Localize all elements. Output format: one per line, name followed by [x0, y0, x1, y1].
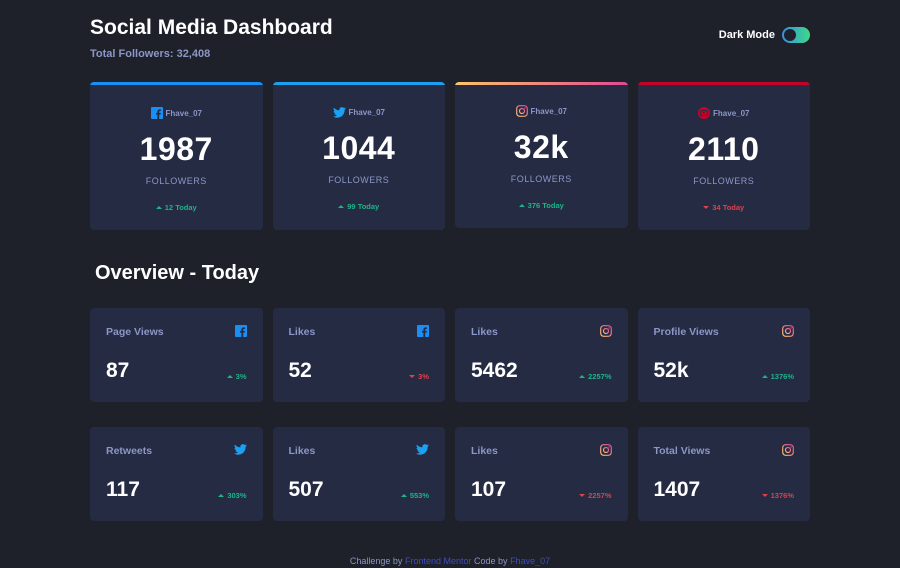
footer-middle: Code by — [474, 556, 508, 566]
dark-mode-control: Dark Mode — [719, 27, 810, 43]
instagram-icon — [599, 325, 612, 337]
arrow-up-icon — [226, 375, 233, 378]
card-accent-bar — [272, 82, 445, 85]
followers-label: FOLLOWERS — [328, 175, 390, 185]
overview-card[interactable]: Total Views 1407 1376% — [637, 427, 810, 521]
twitter-icon — [416, 444, 429, 455]
arrow-down-icon — [579, 494, 586, 497]
overview-card[interactable]: Likes 52 3% — [272, 308, 445, 402]
card-handle: Fhave_07 — [530, 106, 567, 116]
overview-label: Likes — [471, 326, 498, 338]
followers-label: FOLLOWERS — [510, 174, 572, 184]
overview-change: 3% — [226, 372, 247, 381]
overview-label: Likes — [288, 445, 316, 457]
overview-label: Likes — [288, 326, 316, 338]
page-title: Social Media Dashboard — [90, 16, 333, 39]
arrow-up-icon — [218, 494, 225, 497]
overview-change: 3% — [409, 372, 429, 381]
overview-change: 553% — [400, 491, 429, 500]
arrow-up-icon — [579, 375, 586, 378]
follower-card-facebook[interactable]: Fhave_07 1987 FOLLOWERS 12 Today — [90, 82, 263, 230]
follower-count: 1044 — [322, 130, 396, 166]
overview-card[interactable]: Likes 5462 2257% — [455, 308, 628, 402]
overview-value: 507 — [288, 478, 324, 501]
arrow-up-icon — [518, 204, 525, 207]
dark-mode-toggle[interactable] — [782, 27, 810, 43]
follower-count: 2110 — [688, 131, 760, 167]
follower-card-instagram[interactable]: Fhave_07 32k FOLLOWERS 376 Today — [455, 82, 628, 228]
instagram-icon — [515, 105, 528, 117]
overview-change: 1376% — [761, 491, 794, 500]
overview-label: Page Views — [106, 326, 164, 338]
twitter-icon — [332, 107, 346, 118]
arrow-down-icon — [703, 206, 710, 209]
overview-card[interactable]: Likes 107 2257% — [455, 427, 628, 521]
overview-card[interactable]: Likes 507 553% — [272, 427, 445, 521]
instagram-icon — [599, 444, 612, 456]
today-change: 12 Today — [90, 203, 263, 212]
frontend-mentor-link[interactable]: Frontend Mentor — [404, 556, 472, 566]
footer-prefix: Challenge by — [349, 556, 403, 566]
overview-label: Total Views — [653, 445, 711, 457]
twitter-icon — [233, 444, 247, 455]
arrow-down-icon — [761, 494, 768, 497]
overview-change: 2257% — [579, 491, 612, 500]
today-change: 34 Today — [638, 203, 811, 212]
card-handle: Fhave_07 — [348, 108, 385, 117]
overview-value: 87 — [106, 359, 130, 382]
arrow-up-icon — [338, 205, 345, 208]
card-accent-bar — [637, 82, 810, 85]
overview-value: 1407 — [653, 478, 701, 501]
overview-change: 2257% — [579, 372, 612, 381]
followers-label: FOLLOWERS — [145, 176, 207, 186]
follower-card-twitter[interactable]: Fhave_07 1044 FOLLOWERS 99 Today — [272, 82, 446, 230]
overview-title: Overview - Today — [95, 262, 260, 284]
total-followers: Total Followers: 32,408 — [90, 48, 211, 60]
arrow-up-icon — [400, 494, 407, 497]
follower-count: 32k — [513, 129, 569, 165]
instagram-icon — [782, 444, 794, 456]
card-accent-bar — [90, 82, 263, 85]
card-handle: Fhave_07 — [165, 108, 202, 118]
overview-card[interactable]: Retweets 117 303% — [90, 427, 263, 521]
overview-label: Likes — [471, 445, 498, 457]
facebook-icon — [234, 325, 247, 337]
overview-value: 52k — [653, 359, 689, 382]
arrow-up-icon — [761, 375, 768, 378]
facebook-icon — [417, 325, 429, 337]
arrow-up-icon — [155, 206, 162, 209]
followers-label: FOLLOWERS — [693, 176, 755, 186]
instagram-icon — [782, 325, 794, 337]
today-change: 99 Today — [273, 202, 446, 211]
facebook-icon — [150, 107, 163, 119]
card-accent-bar — [455, 82, 628, 85]
attribution-footer: Challenge by Frontend Mentor Code by Fha… — [0, 556, 900, 566]
follower-count: 1987 — [139, 131, 213, 167]
author-link[interactable]: Fhave_07 — [510, 556, 551, 566]
overview-change: 303% — [218, 491, 247, 500]
follower-card-youtube[interactable]: Fhave_07 2110 FOLLOWERS 34 Today — [637, 82, 811, 230]
follower-cards: Fhave_07 1987 FOLLOWERS 12 Today Fhave_0… — [90, 82, 810, 232]
youtube-icon — [698, 107, 711, 119]
overview-value: 107 — [471, 478, 507, 501]
overview-label: Retweets — [106, 445, 153, 457]
card-handle: Fhave_07 — [713, 108, 750, 118]
overview-change: 1376% — [761, 372, 794, 381]
overview-value: 5462 — [471, 359, 518, 382]
today-change: 376 Today — [455, 201, 628, 210]
overview-card[interactable]: Profile Views 52k 1376% — [637, 308, 810, 402]
overview-value: 52 — [288, 359, 312, 382]
dark-mode-label: Dark Mode — [718, 29, 775, 41]
overview-card[interactable]: Page Views 87 3% — [90, 308, 263, 402]
dashboard-header: Social Media Dashboard Total Followers: … — [90, 16, 810, 66]
arrow-down-icon — [409, 375, 416, 378]
toggle-knob — [784, 29, 796, 41]
overview-value: 117 — [106, 478, 140, 501]
overview-label: Profile Views — [653, 326, 719, 338]
